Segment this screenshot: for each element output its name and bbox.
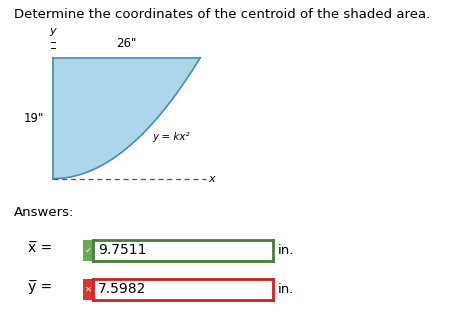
Text: y̅ =: y̅ = xyxy=(28,280,53,294)
Text: in.: in. xyxy=(277,244,294,257)
Text: Determine the coordinates of the centroid of the shaded area.: Determine the coordinates of the centroi… xyxy=(14,8,430,21)
Text: x̅ =: x̅ = xyxy=(28,241,53,255)
Text: 19": 19" xyxy=(24,112,45,125)
Text: 7.5982: 7.5982 xyxy=(98,282,146,296)
Text: 26": 26" xyxy=(117,37,137,50)
Text: y: y xyxy=(50,26,56,36)
Text: x: x xyxy=(209,174,215,184)
Text: ✕: ✕ xyxy=(85,285,91,294)
Polygon shape xyxy=(53,58,200,179)
Text: 9.7511: 9.7511 xyxy=(98,243,147,257)
Text: ✓: ✓ xyxy=(85,246,91,255)
Text: Answers:: Answers: xyxy=(14,206,74,219)
Text: in.: in. xyxy=(277,283,294,295)
Text: y = kx²: y = kx² xyxy=(152,132,190,142)
